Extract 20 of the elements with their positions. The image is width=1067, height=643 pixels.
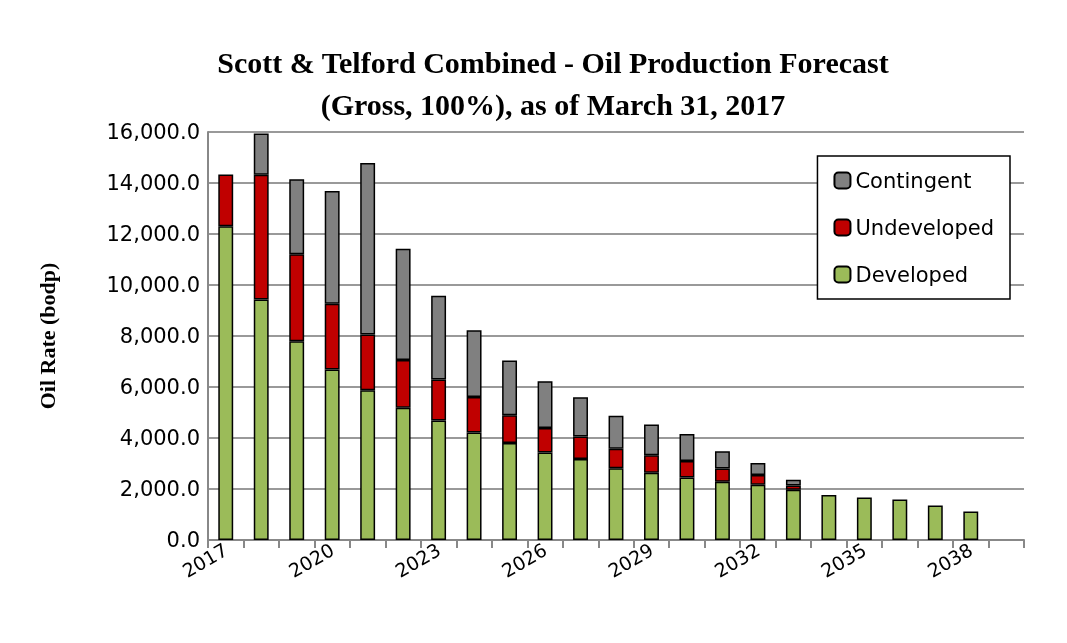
bar	[785, 489, 801, 540]
y-tick-label: 12,000.0	[106, 222, 200, 246]
bar	[892, 499, 908, 540]
legend-label: Developed	[855, 262, 969, 287]
y-tick-label: 4,000.0	[119, 426, 200, 450]
y-tick-label: 8,000.0	[119, 324, 200, 348]
legend-label: Undeveloped	[855, 215, 995, 240]
bar	[963, 511, 979, 540]
bar	[927, 505, 943, 540]
bar	[821, 495, 837, 540]
bar	[856, 497, 872, 540]
y-tick-label: 2,000.0	[119, 477, 200, 501]
y-tick-label: 16,000.0	[106, 120, 200, 144]
legend-label: Contingent	[855, 168, 972, 193]
y-tick-label: 6,000.0	[119, 375, 200, 399]
bar	[785, 479, 801, 486]
chart-title: Scott & Telford Combined - Oil Production Forecast (Gross, 100%), as of March 31, 2017	[217, 45, 889, 122]
y-axis-title: Oil Rate (bodp)	[34, 262, 60, 410]
y-tick-label: 10,000.0	[106, 273, 200, 297]
y-tick-label: 14,000.0	[106, 171, 200, 195]
